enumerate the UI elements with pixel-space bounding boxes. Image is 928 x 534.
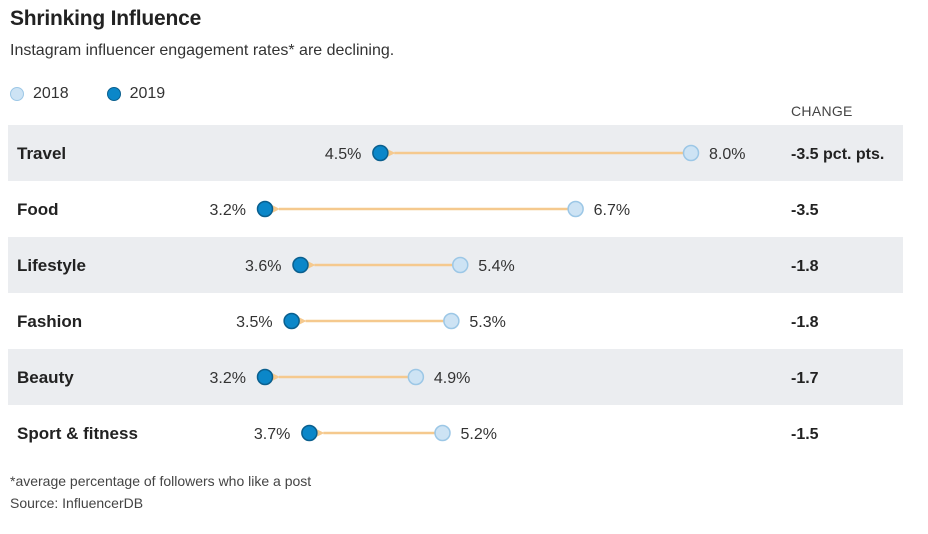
value-label-2018: 4.9% xyxy=(434,370,470,387)
dot-2018 xyxy=(682,144,700,162)
legend-swatch-2018 xyxy=(10,87,24,101)
chart-title: Shrinking Influence xyxy=(10,7,202,30)
dot-2019 xyxy=(301,424,318,442)
change-value: -1.8 xyxy=(791,314,819,331)
legend: 2018 2019 xyxy=(10,83,203,105)
legend-item-2019: 2019 xyxy=(106,85,166,103)
footnote: *average percentage of followers who lik… xyxy=(10,473,312,489)
legend-label-2019: 2019 xyxy=(129,85,166,102)
change-value: -3.5 pct. pts. xyxy=(791,146,884,163)
legend-item-2018: 2018 xyxy=(10,85,69,103)
value-label-2018: 8.0% xyxy=(709,146,745,163)
legend-swatch-2019 xyxy=(106,87,121,101)
row-band xyxy=(8,349,903,405)
value-label-2018: 5.4% xyxy=(478,258,514,275)
dot-2019 xyxy=(256,368,274,386)
change-value: -1.5 xyxy=(791,426,819,443)
value-label-2019: 3.2% xyxy=(210,202,246,219)
value-label-2019: 3.6% xyxy=(245,258,281,275)
category-label: Beauty xyxy=(17,368,74,387)
category-label: Lifestyle xyxy=(17,256,86,275)
value-label-2018: 5.2% xyxy=(461,426,497,443)
category-label: Fashion xyxy=(17,312,82,331)
category-label: Sport & fitness xyxy=(17,424,138,443)
dot-2018 xyxy=(407,368,425,386)
dot-2018 xyxy=(434,424,451,442)
category-label: Food xyxy=(17,200,59,219)
dot-2019 xyxy=(283,312,300,330)
dot-2018 xyxy=(567,200,584,218)
change-value: -1.7 xyxy=(791,370,819,387)
legend-label-2018: 2018 xyxy=(33,85,69,102)
category-label: Travel xyxy=(17,144,66,163)
chart-subtitle: Instagram influencer engagement rates* a… xyxy=(10,42,395,59)
change-value: -1.8 xyxy=(791,258,819,275)
value-label-2019: 3.5% xyxy=(236,314,272,331)
dot-2019 xyxy=(256,200,274,218)
dot-2019 xyxy=(292,256,309,274)
change-value: -3.5 xyxy=(791,202,819,219)
source-note: Source: InfluencerDB xyxy=(10,495,144,511)
dot-2019 xyxy=(372,144,389,162)
value-label-2019: 4.5% xyxy=(325,146,361,163)
value-label-2019: 3.7% xyxy=(254,426,290,443)
dot-2018 xyxy=(443,312,460,330)
dot-2018 xyxy=(452,256,469,274)
value-label-2018: 6.7% xyxy=(594,202,630,219)
change-column-header: CHANGE xyxy=(791,103,853,119)
value-label-2019: 3.2% xyxy=(210,370,246,387)
value-label-2018: 5.3% xyxy=(469,314,505,331)
